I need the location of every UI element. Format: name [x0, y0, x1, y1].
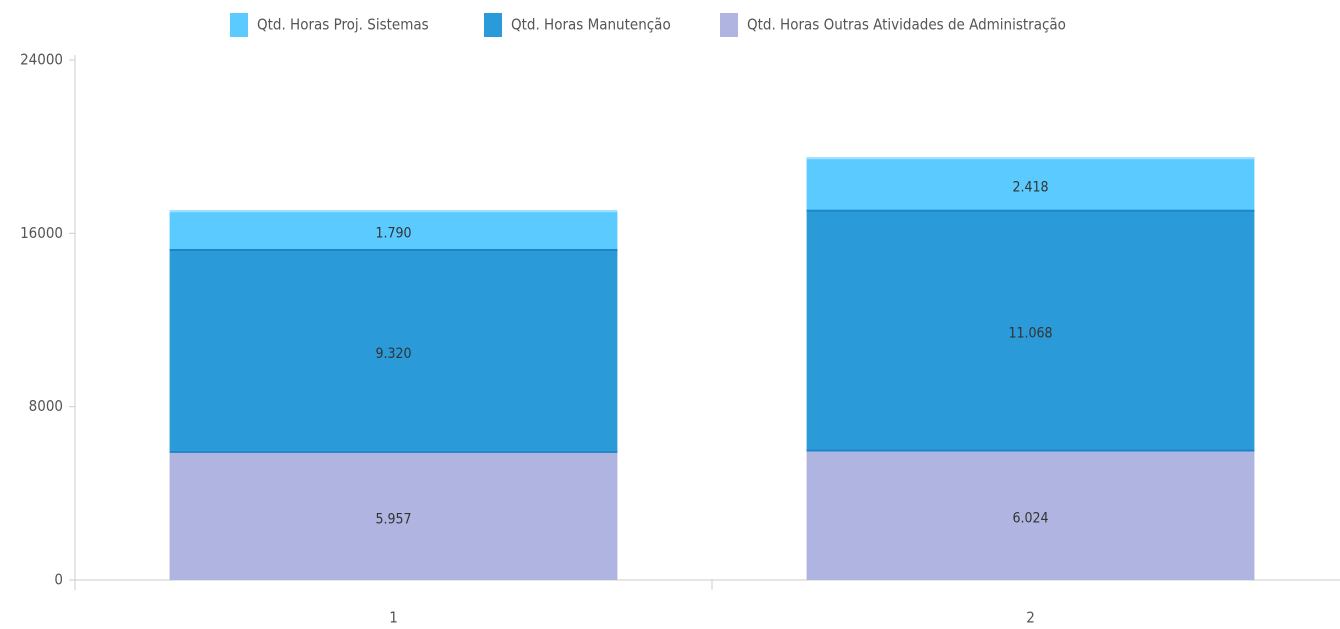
value-label: 2.418 — [1012, 179, 1048, 195]
legend-label: Qtd. Horas Proj. Sistemas — [257, 16, 429, 34]
bar-segment — [806, 157, 1255, 210]
bar-segment — [806, 449, 1255, 580]
x-tick-label: 1 — [389, 609, 398, 627]
legend-label: Qtd. Horas Outras Atividades de Administ… — [747, 16, 1066, 34]
legend-swatch — [484, 13, 502, 37]
bar-segment — [169, 450, 618, 580]
value-label: 11.068 — [1008, 326, 1052, 342]
y-tick-label: 24000 — [20, 51, 63, 69]
legend-swatch — [720, 13, 738, 37]
y-tick-label: 16000 — [20, 224, 63, 242]
value-label: 6.024 — [1012, 511, 1048, 527]
legend-swatch — [230, 13, 248, 37]
legend-label: Qtd. Horas Manutenção — [511, 16, 671, 34]
value-label: 9.320 — [375, 346, 411, 362]
bar-segment — [806, 209, 1255, 450]
value-label: 1.790 — [375, 226, 411, 242]
y-tick-label: 0 — [54, 571, 63, 589]
value-label: 5.957 — [375, 511, 411, 527]
bar-segment — [169, 248, 618, 451]
x-tick-label: 2 — [1026, 609, 1035, 627]
y-tick-label: 8000 — [29, 397, 63, 415]
bar-segment — [169, 210, 618, 249]
